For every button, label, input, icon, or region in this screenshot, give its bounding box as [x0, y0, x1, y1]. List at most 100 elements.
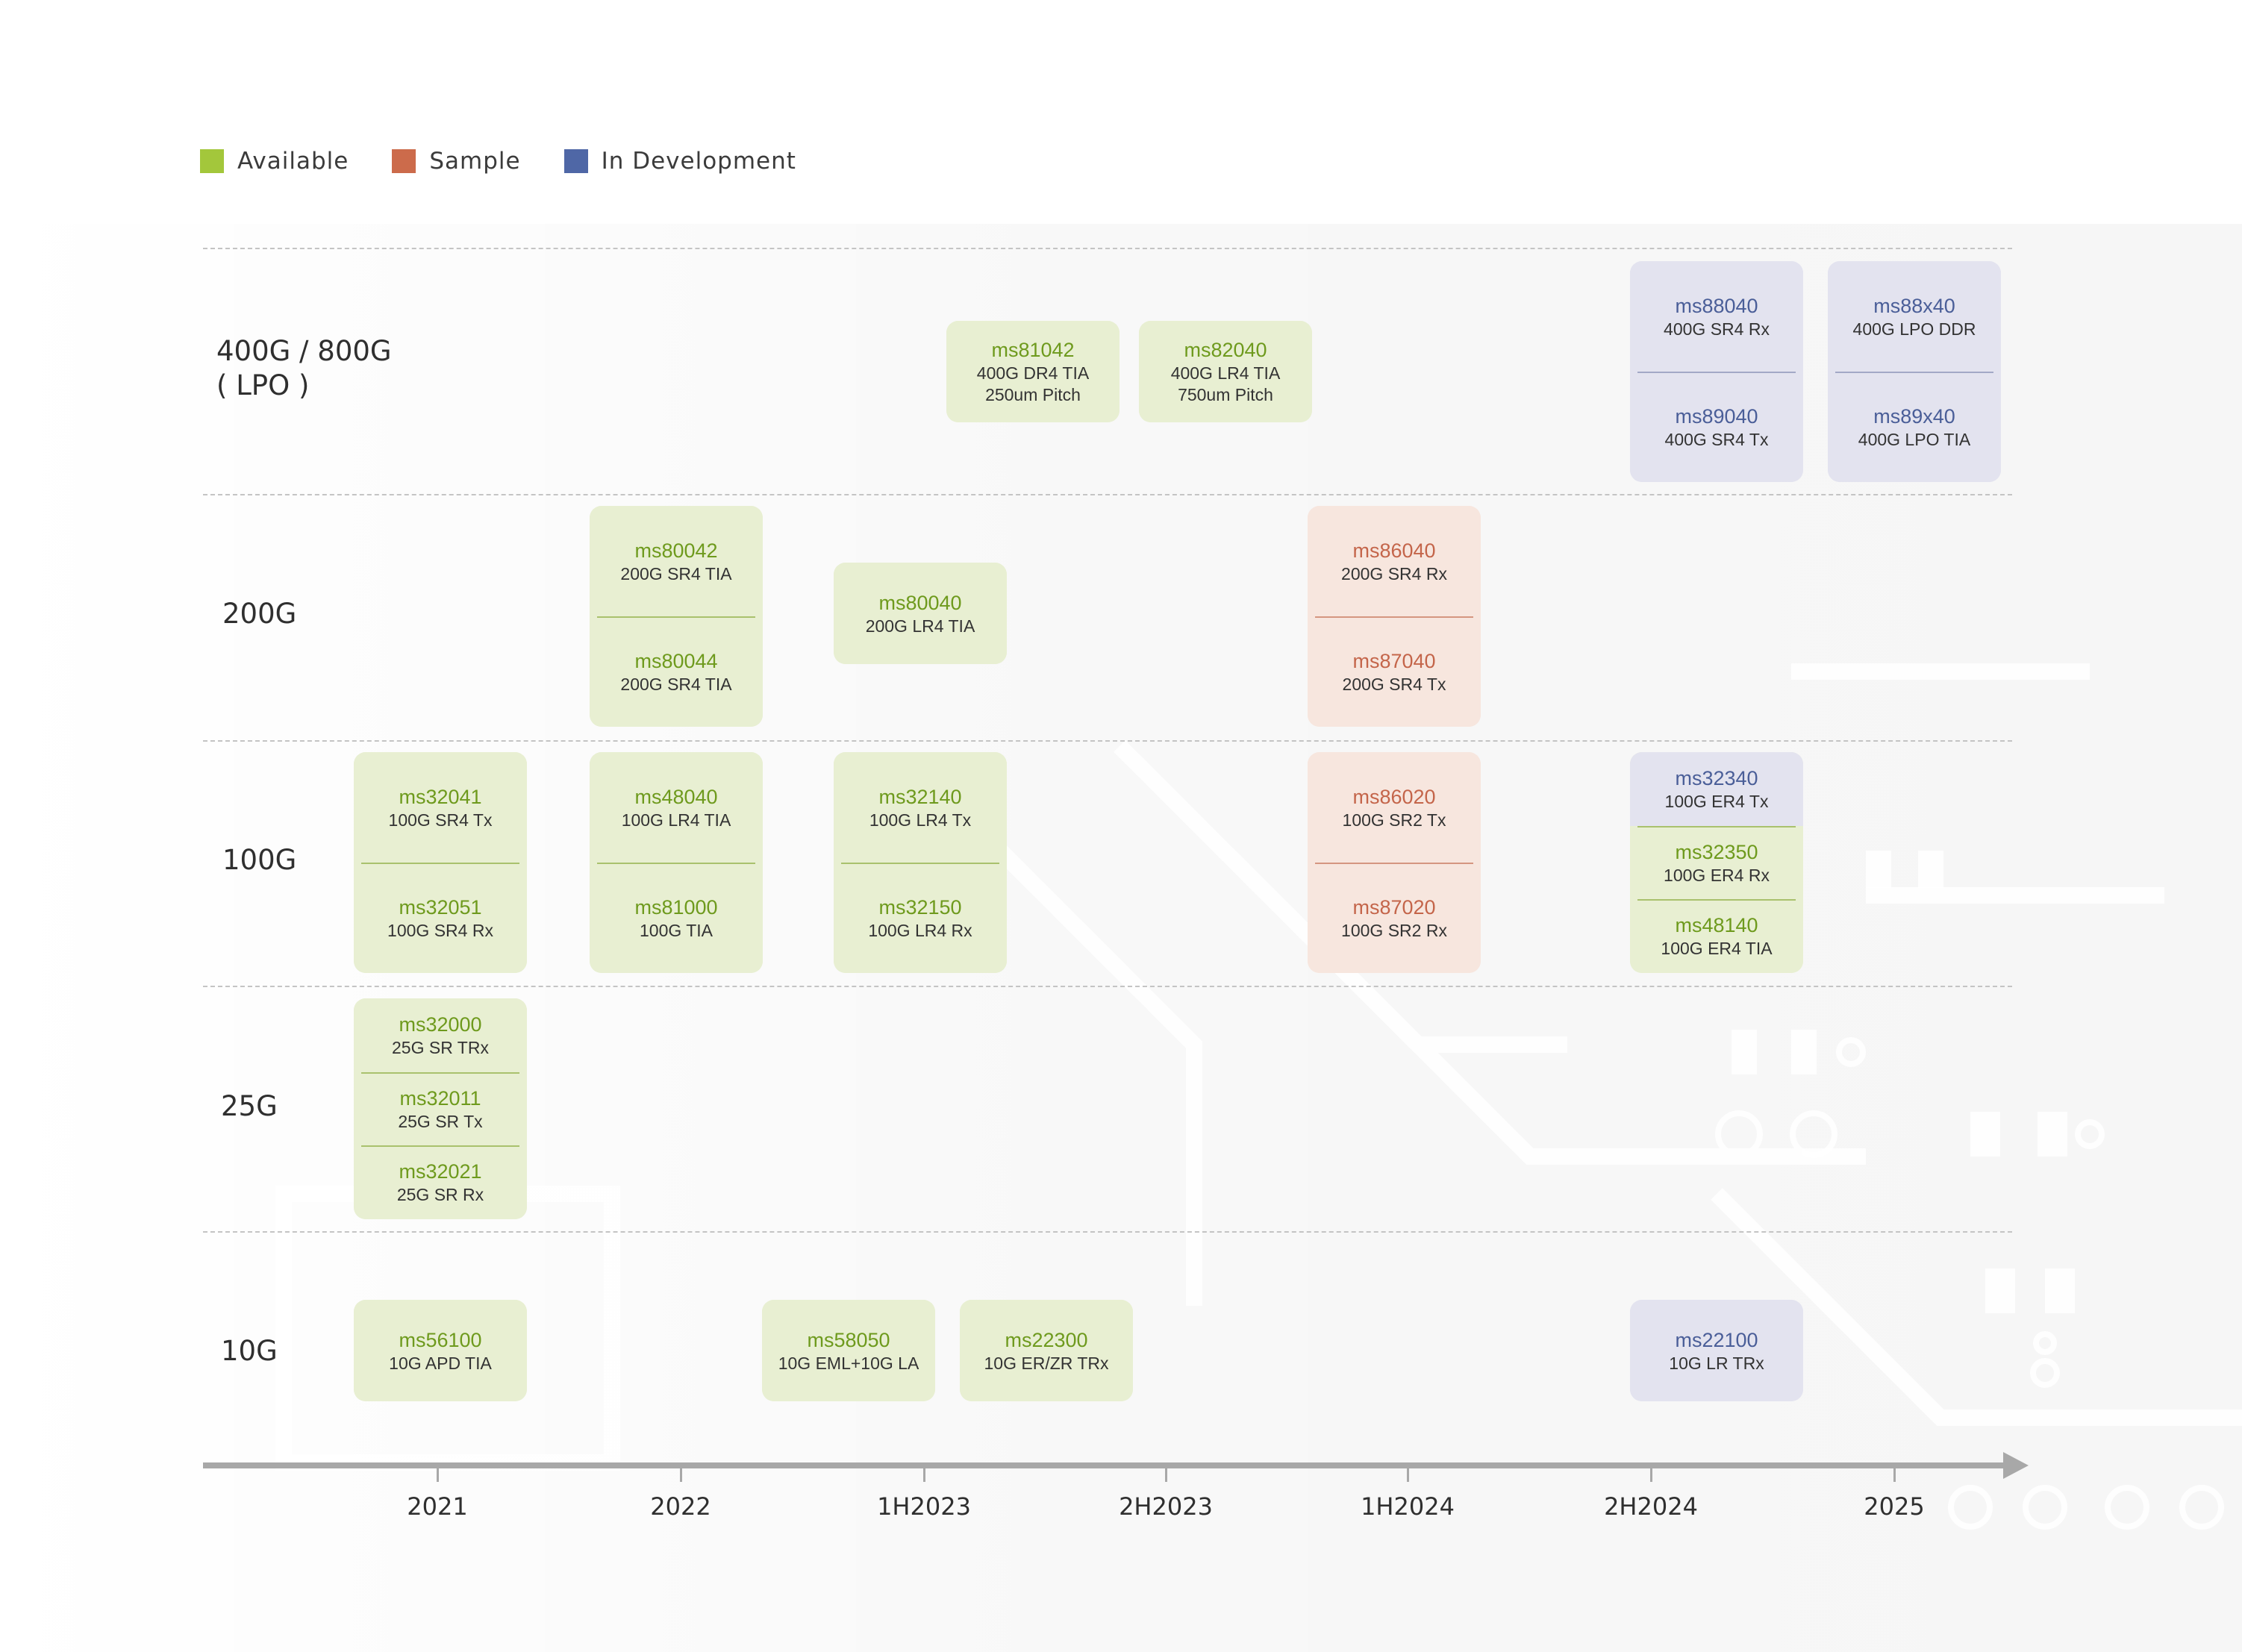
part-number: ms48140 [1675, 914, 1758, 937]
in-development-swatch [563, 149, 588, 173]
part-number: ms32011 [399, 1086, 481, 1110]
product-card: ms22100 10G LR TRx [1630, 1300, 1803, 1401]
axis-tick-label: 2025 [1864, 1492, 1925, 1521]
part-description: 100G TIA [639, 920, 713, 940]
part-description: 25G SR Tx [398, 1111, 483, 1131]
row-label-25g: 25G [221, 1090, 278, 1122]
legend-label: In Development [601, 148, 796, 175]
product-entry-available: ms32350 100G ER4 Rx [1630, 825, 1803, 900]
part-description: 400G LPO TIA [1858, 429, 1971, 449]
axis-tick [680, 1468, 682, 1482]
part-number: ms87040 [1352, 649, 1436, 672]
product-entry-in-development: ms22100 10G LR TRx [1630, 1300, 1803, 1401]
row-label-10g: 10G [221, 1335, 278, 1367]
part-description: 100G LR4 TIA [621, 810, 731, 830]
part-description: 10G ER/ZR TRx [984, 1353, 1109, 1373]
part-number: ms87020 [1352, 895, 1436, 919]
part-number: ms22100 [1675, 1328, 1758, 1351]
product-entry-sample: ms86020 100G SR2 Tx [1308, 752, 1481, 863]
part-description: 400G LR4 TIA 750um Pitch [1170, 363, 1281, 404]
axis-tick-label: 2H2023 [1119, 1492, 1213, 1521]
product-entry-sample: ms87020 100G SR2 Rx [1308, 863, 1481, 973]
row-divider [203, 494, 2012, 495]
row-divider [203, 1231, 2012, 1233]
part-description: 100G LR4 Rx [868, 920, 972, 940]
legend-label: Sample [429, 148, 521, 175]
part-number: ms81042 [991, 339, 1075, 361]
part-description: 400G SR4 Tx [1664, 429, 1769, 449]
row-label-200g: 200G [222, 598, 297, 630]
part-description: 100G SR2 Tx [1342, 810, 1446, 830]
part-number: ms80040 [878, 591, 962, 614]
sample-swatch [392, 149, 416, 173]
part-number: ms88x40 [1873, 294, 1955, 317]
product-card: ms32000 25G SR TRx ms32011 25G SR Tx ms32021… [354, 998, 527, 1220]
product-entry-available: ms32140 100G LR4 Tx [834, 752, 1007, 863]
part-description: 100G ER4 TIA [1661, 939, 1773, 959]
product-entry-available: ms80044 200G SR4 TIA [590, 616, 763, 727]
part-number: ms32041 [399, 785, 482, 808]
part-description: 100G ER4 Rx [1664, 865, 1770, 885]
product-card: ms80040 200G LR4 TIA [834, 563, 1007, 664]
product-entry-available: ms82040 400G LR4 TIA 750um Pitch [1139, 321, 1312, 422]
part-description: 100G SR2 Rx [1341, 920, 1447, 940]
product-card: ms88040 400G SR4 Rx ms89040 400G SR4 Tx [1630, 261, 1803, 482]
product-card: ms81042 400G DR4 TIA 250um Pitch [946, 321, 1120, 422]
axis-tick [1893, 1468, 1896, 1482]
part-description: 200G SR4 TIA [620, 563, 732, 583]
product-entry-sample: ms86040 200G SR4 Rx [1308, 506, 1481, 616]
part-number: ms80042 [634, 539, 718, 562]
product-card: ms80042 200G SR4 TIA ms80044 200G SR4 TIA [590, 506, 763, 727]
part-number: ms32140 [878, 785, 962, 808]
available-swatch [200, 149, 224, 173]
row-label-400g-800g: 400G / 800G ( LPO ) [216, 335, 392, 401]
axis-tick-label: 2H2024 [1604, 1492, 1698, 1521]
part-description: 10G EML+10G LA [778, 1353, 919, 1373]
product-entry-in-development: ms89040 400G SR4 Tx [1630, 372, 1803, 482]
row-divider [203, 986, 2012, 987]
product-entry-available: ms80042 200G SR4 TIA [590, 506, 763, 616]
product-card: ms48040 100G LR4 TIA ms81000 100G TIA [590, 752, 763, 973]
product-entry-available: ms81000 100G TIA [590, 863, 763, 973]
product-entry-in-development: ms32340 100G ER4 Tx [1630, 752, 1803, 826]
part-description: 200G LR4 TIA [865, 616, 975, 636]
axis-tick [1650, 1468, 1652, 1482]
product-card: ms32041 100G SR4 Tx ms32051 100G SR4 Rx [354, 752, 527, 973]
axis-tick [1165, 1468, 1167, 1482]
product-entry-available: ms48140 100G ER4 TIA [1630, 899, 1803, 974]
part-number: ms32000 [399, 1013, 482, 1036]
part-number: ms82040 [1184, 339, 1267, 361]
timeline-arrow-icon [2003, 1452, 2029, 1479]
row-divider [203, 248, 2012, 249]
axis-tick-label: 1H2023 [877, 1492, 971, 1521]
legend-item-in-development: In Development [563, 148, 796, 175]
legend: Available Sample In Development [200, 146, 840, 176]
product-card: ms32340 100G ER4 Tx ms32350 100G ER4 Rx ms48… [1630, 752, 1803, 974]
part-description: 200G SR4 Tx [1342, 674, 1446, 694]
part-description: 100G ER4 Tx [1664, 791, 1769, 811]
product-entry-in-development: ms88040 400G SR4 Rx [1630, 261, 1803, 372]
part-number: ms32340 [1675, 766, 1758, 789]
product-card: ms58050 10G EML+10G LA [762, 1300, 935, 1401]
product-entry-available: ms32021 25G SR Rx [354, 1145, 527, 1220]
part-number: ms22300 [1005, 1328, 1088, 1351]
product-card: ms32140 100G LR4 Tx ms32150 100G LR4 Rx [834, 752, 1007, 973]
product-card: ms86040 200G SR4 Rx ms87040 200G SR4 Tx [1308, 506, 1481, 727]
product-entry-available: ms32041 100G SR4 Tx [354, 752, 527, 863]
part-number: ms81000 [634, 895, 718, 919]
part-number: ms86020 [1352, 785, 1436, 808]
product-entry-available: ms32000 25G SR TRx [354, 998, 527, 1072]
product-entry-available: ms32150 100G LR4 Rx [834, 863, 1007, 973]
product-entry-available: ms58050 10G EML+10G LA [762, 1300, 935, 1401]
product-entry-available: ms32011 25G SR Tx [354, 1071, 527, 1146]
product-entry-available: ms22300 10G ER/ZR TRx [960, 1300, 1133, 1401]
part-number: ms88040 [1675, 294, 1758, 317]
part-number: ms48040 [634, 785, 718, 808]
part-number: ms56100 [399, 1328, 482, 1351]
part-description: 100G SR4 Tx [388, 810, 493, 830]
part-description: 200G SR4 TIA [620, 674, 732, 694]
axis-tick [437, 1468, 439, 1482]
product-card: ms22300 10G ER/ZR TRx [960, 1300, 1133, 1401]
part-number: ms80044 [634, 649, 718, 672]
row-label-100g: 100G [222, 844, 297, 876]
